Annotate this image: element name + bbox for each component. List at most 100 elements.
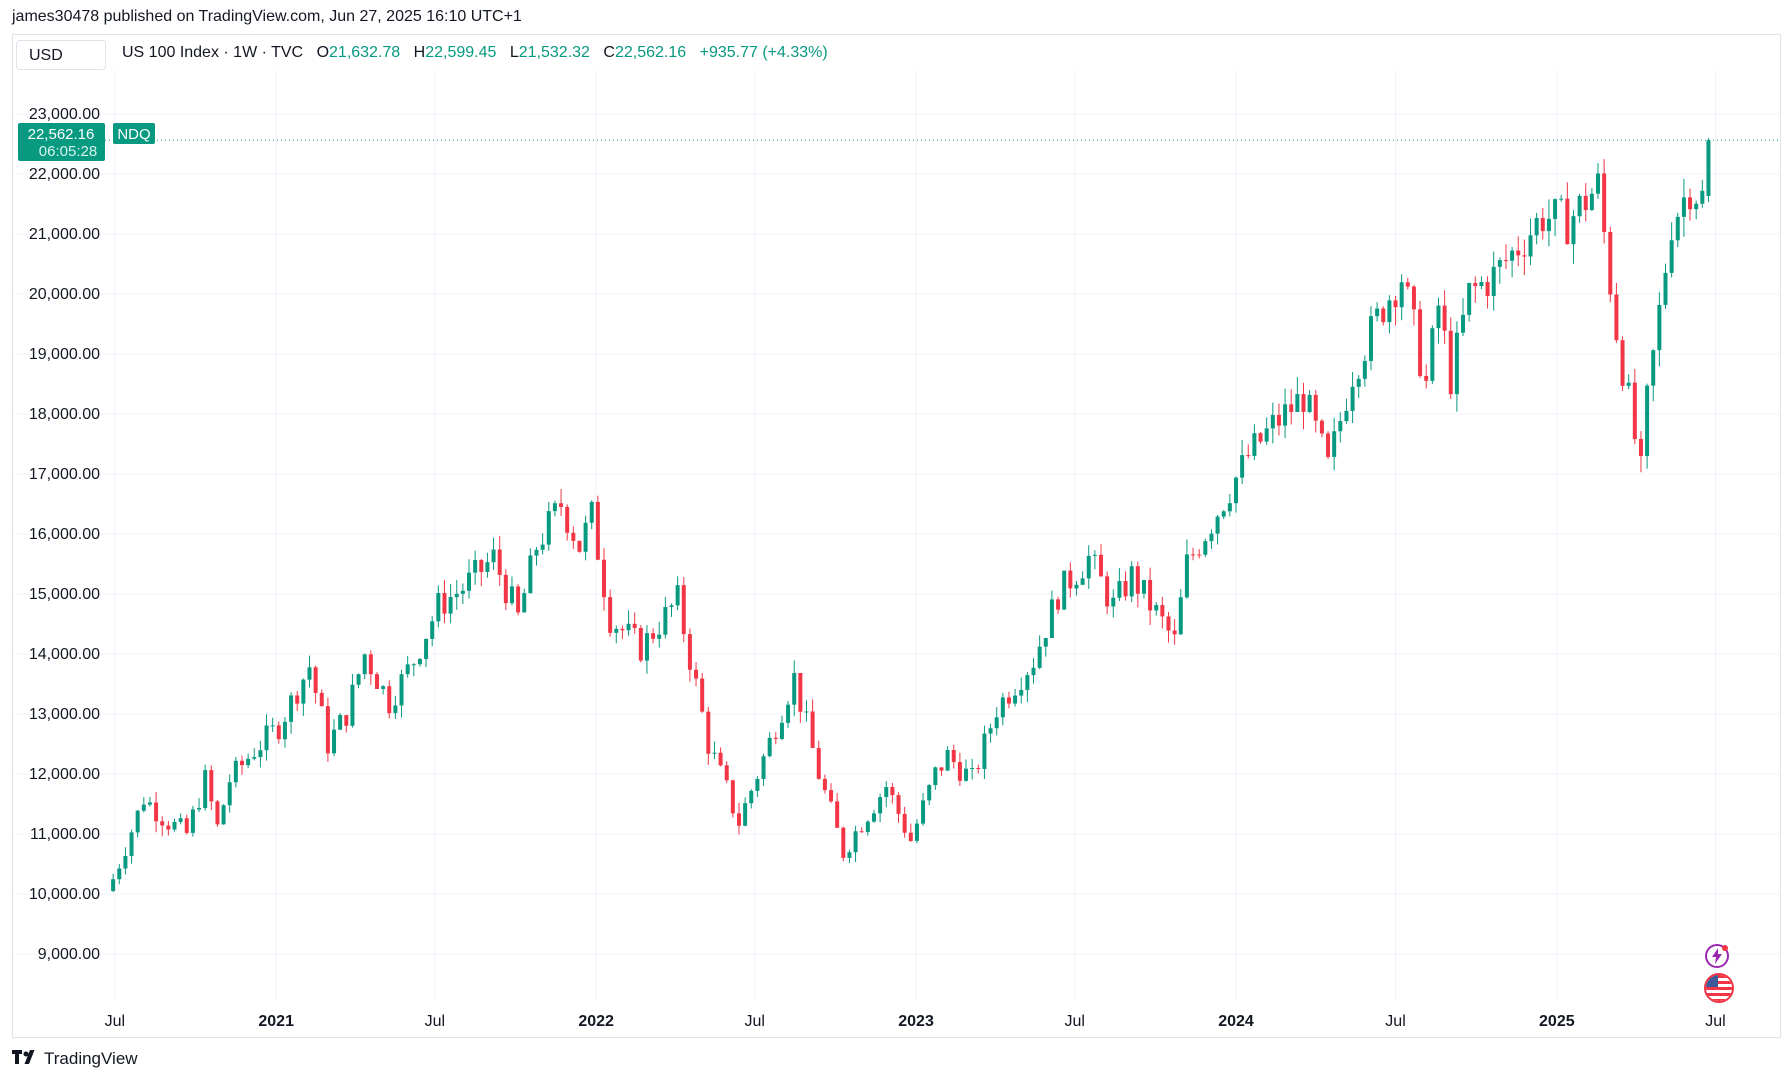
candle-body [1227,503,1232,512]
price-chart[interactable]: 9,000.00 10,000.00 11,000.00 12,000.00 13,00… [0,0,1791,1040]
candle-body [951,750,956,763]
candle-body [1172,630,1177,635]
candle-body [160,821,165,826]
candle-body [430,621,435,639]
candle-body [700,678,705,712]
x-tick-label: Jul [105,1013,125,1030]
candle-body [896,795,901,814]
candle-body [1461,314,1466,333]
candle-body [1074,584,1079,589]
publisher-header: james30478 published on TradingView.com,… [12,8,522,25]
candle-body [1025,675,1030,691]
candle-body [1080,578,1085,585]
us-flag-icon[interactable] [1704,973,1734,1003]
candle-body [1638,439,1643,457]
candle-body [810,711,815,748]
candle-body [957,762,962,781]
candle-body [626,623,631,631]
candle-body [503,574,508,604]
candle-body [467,572,472,591]
candle-body [657,634,662,639]
candle-body [552,503,557,512]
candle-body [332,729,337,754]
candle-body [1056,599,1061,610]
chart-frame[interactable] [12,34,1781,1038]
tradingview-footer[interactable]: TradingView [12,1049,138,1069]
candle-body [1252,433,1257,456]
candle-body [749,790,754,804]
symbol-description[interactable]: US 100 Index · 1W · TVC [122,44,304,61]
candle-body [1467,283,1472,315]
candle-body [602,559,607,598]
candle-body [540,544,545,550]
candle-body [755,778,760,791]
candle-body [761,756,766,779]
y-tick-label: 23,000.00 [29,106,100,123]
candle-body [264,725,269,751]
close-label: C [603,44,615,61]
candle-body [301,679,306,704]
candle-body [319,692,324,707]
candle-body [663,606,668,635]
x-tick-label: Jul [1385,1013,1405,1030]
candle-body [546,511,551,545]
candle-body [988,728,993,734]
y-tick-label: 21,000.00 [29,226,100,243]
candle-body [571,532,576,541]
candle-body [1368,316,1373,361]
candle-body [1681,197,1686,217]
candle-body [1528,235,1533,257]
candle-body [1160,605,1165,617]
candle-body [215,801,220,825]
candle-body [559,503,564,507]
candle-body [1295,394,1300,412]
candle-body [1246,455,1251,457]
candle-body [479,560,484,572]
candle-body [1209,533,1214,542]
low-label: L [509,44,519,61]
candle-body [246,758,251,766]
candle-body [767,737,772,757]
candle-body [933,767,938,786]
candle-body [276,725,281,740]
candle-body [473,560,478,573]
candle-body [197,807,202,810]
candle-body [1141,579,1146,594]
candle-body [129,832,134,856]
candle-body [1436,305,1441,329]
candle-body [1448,330,1453,395]
candle-body [1577,195,1582,217]
candle-body [227,782,232,806]
candle-body [1381,308,1386,323]
candle-body [1418,309,1423,376]
symbol-tag-label: NDQ [117,126,150,143]
candle-body [773,737,778,739]
candle-body [1424,375,1429,381]
high-label: H [413,44,426,61]
candle-body [516,586,521,613]
candle-body [1326,433,1331,457]
candle-body [147,802,152,805]
candle-body [1497,260,1502,267]
candle-body [1442,305,1447,331]
lightning-icon[interactable] [1704,943,1730,969]
candle-body [994,717,999,729]
candle-body [442,593,447,614]
candle-body [798,672,803,712]
candle-body [1596,173,1601,194]
candle-body [1154,605,1159,611]
candle-body [829,790,834,802]
candle-body [1491,266,1496,297]
y-tick-label: 14,000.00 [29,646,100,663]
x-tick-label: 2025 [1539,1013,1575,1030]
currency-selector[interactable]: USD [16,40,106,70]
candle-body [964,768,969,781]
candle-body [344,715,349,726]
x-tick-label: Jul [425,1013,445,1030]
candle-body [718,752,723,766]
candle-body [528,555,533,594]
candle-body [178,818,183,822]
candle-body [1632,382,1637,440]
candle-body [1240,455,1245,478]
candle-body [1454,332,1459,395]
